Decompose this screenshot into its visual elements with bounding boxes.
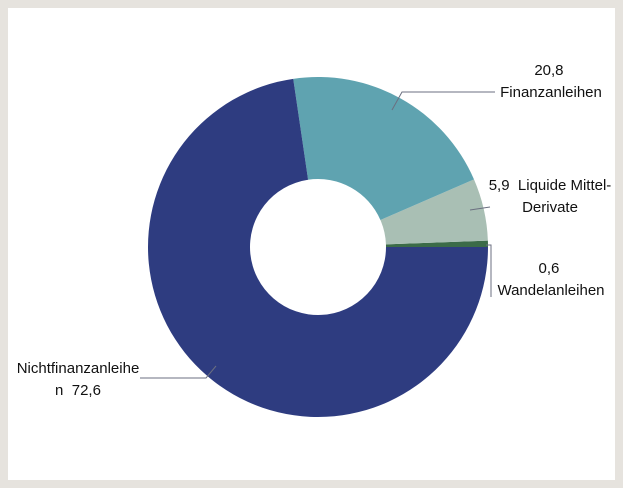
leader-line [140,365,217,379]
donut-slice [293,77,474,220]
value-label: 20,8 [534,62,564,79]
slice-label: 20,8 Finanzanleihen [492,60,610,104]
value-label: 0,6 [538,260,560,277]
donut-slice [148,78,489,418]
donut-slice [380,179,488,245]
category-label: Finanzanleihen [500,84,602,101]
chart-panel: Nichtfinanzanleihen 72,6 20,8 Finanzanlei… [8,8,615,480]
chart [140,77,495,418]
category-label: Nichtfinanzanleihen [16,360,140,399]
slice-label: Nichtfinanzanleihen 72,6 [13,358,143,402]
leader-line [486,244,492,297]
leader-line [391,91,495,111]
category-label: Liquide Mittel-Derivate [517,177,612,216]
slice-label: 0,6 Wandelanleihen [492,258,610,302]
category-label: Wandelanleihen [497,282,605,299]
slice-label: 5,9 Liquide Mittel-Derivate [486,175,614,219]
value-label: 72,6 [71,382,101,399]
value-label: 5,9 [488,177,510,194]
leader-line [469,206,491,211]
donut-slice [385,240,488,247]
